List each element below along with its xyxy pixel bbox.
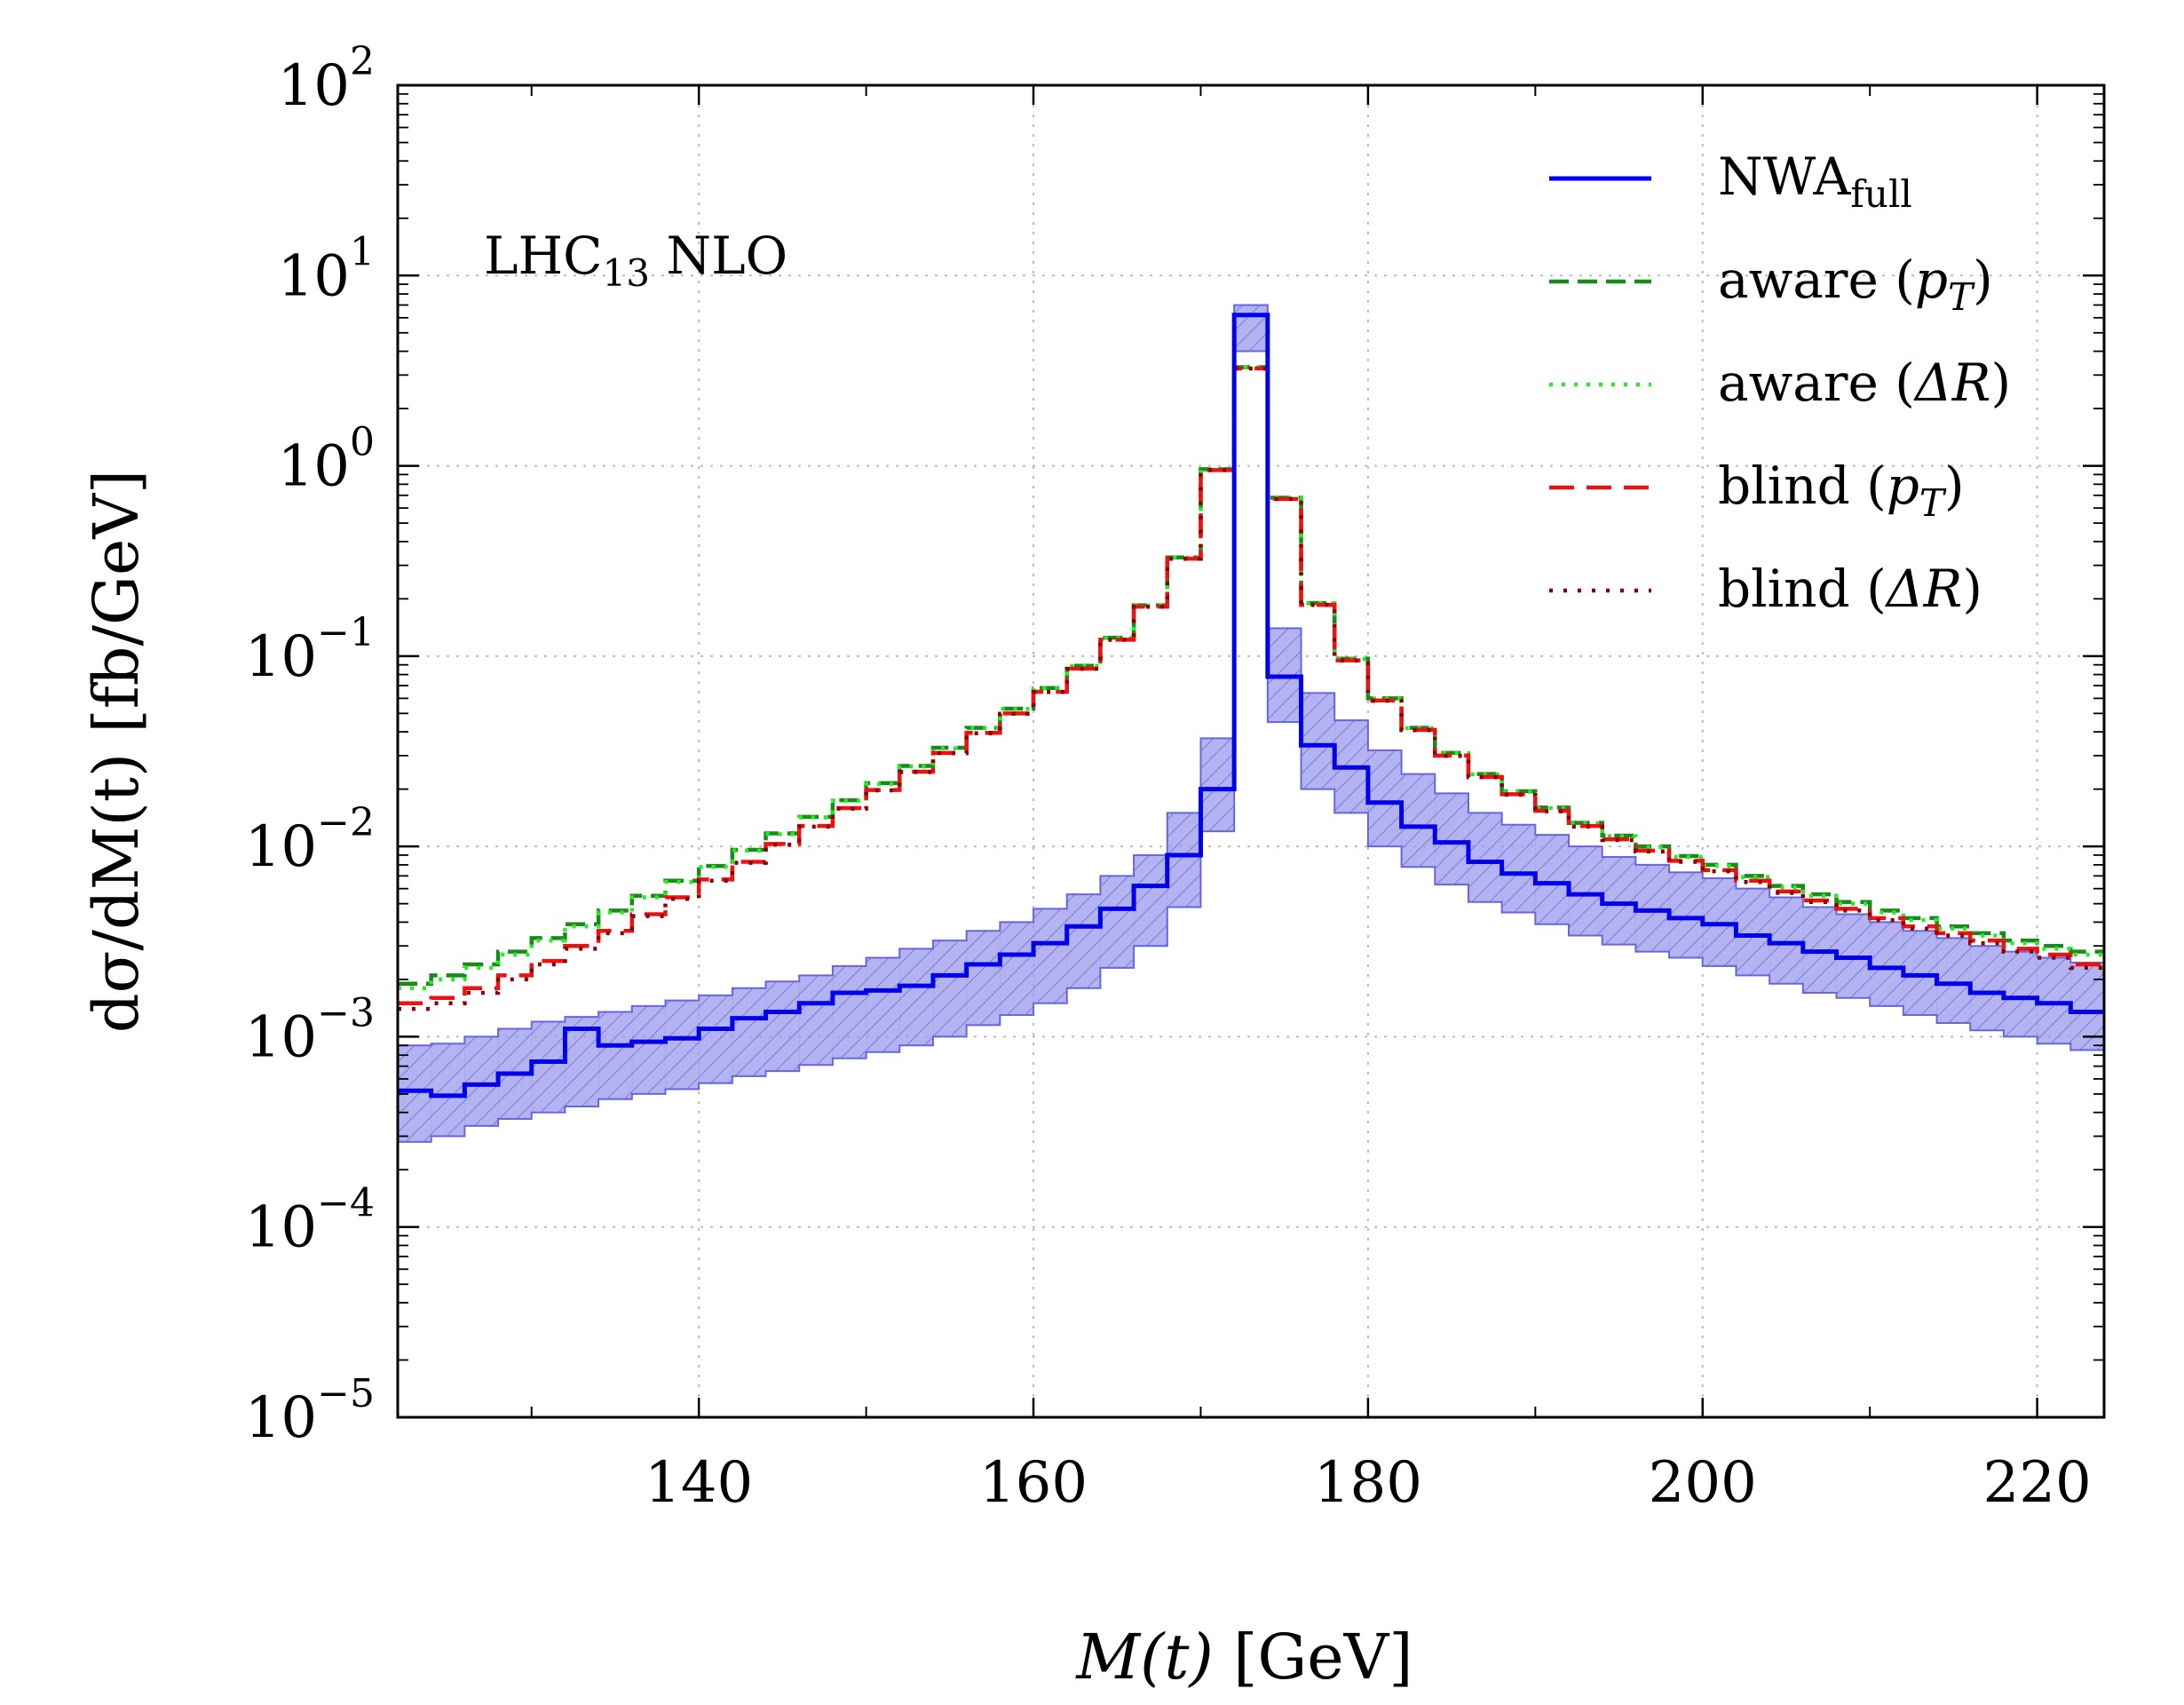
- band-hatch: [1870, 922, 1904, 1006]
- band-hatch: [2003, 951, 2038, 1037]
- band-hatch: [1100, 876, 1135, 968]
- band-hatch: [1736, 888, 1770, 976]
- band-hatch: [932, 940, 968, 1037]
- y-tick-labels: 102 101 100 10−1 10−2 10−3 10−4 10−5: [245, 39, 375, 1451]
- band-hatch: [1367, 749, 1403, 847]
- series-line-0: [398, 313, 2104, 1098]
- x-tick-label: 220: [1983, 1450, 2092, 1516]
- band-hatch: [1234, 305, 1269, 352]
- legend: NWAfull aware (pT) aware (ΔR) blind (pT) bli…: [1549, 147, 2011, 619]
- legend-label-2: aware (ΔR): [1718, 353, 2011, 413]
- band-hatch: [1970, 946, 2005, 1031]
- band-upper-edge: [398, 304, 2104, 1047]
- y-tick-label: 10−5: [245, 1371, 375, 1451]
- annotation-lhc13-nlo: LHC13 NLO: [484, 226, 787, 295]
- band-hatch: [1134, 854, 1168, 947]
- x-tick-label: 140: [645, 1450, 753, 1516]
- band-hatch: [1669, 872, 1704, 958]
- series-line-4: [398, 366, 2104, 1011]
- uncertainty-band: [398, 304, 2104, 1143]
- axis-ticks: [398, 83, 2104, 1419]
- y-tick-label: 102: [278, 39, 375, 119]
- band-hatch: [2037, 957, 2071, 1044]
- band-hatch: [866, 957, 900, 1052]
- band-hatch: [1301, 693, 1335, 789]
- legend-label-4: blind (ΔR): [1718, 559, 1982, 619]
- legend-label-1: aware (pT): [1718, 250, 1993, 319]
- band-hatch: [899, 948, 934, 1046]
- band-hatch: [464, 1036, 499, 1126]
- band-hatch: [732, 987, 767, 1076]
- y-tick-label: 10−1: [245, 610, 375, 690]
- band-hatch: [1903, 931, 1938, 1016]
- band-hatch: [1066, 894, 1101, 988]
- band-hatch: [1033, 908, 1068, 1003]
- band-hatch: [1535, 835, 1570, 924]
- band-hatch: [598, 1011, 633, 1099]
- legend-label-3: blind (pT): [1718, 456, 1965, 525]
- band-hatch: [2070, 963, 2104, 1051]
- x-axis-label: M(t) [GeV]: [1074, 1621, 1412, 1693]
- band-hatch: [699, 995, 733, 1083]
- band-hatch: [1635, 864, 1670, 952]
- band-hatch: [1602, 857, 1636, 945]
- band-lower-edge: [398, 350, 2104, 1143]
- band-hatch: [1435, 793, 1469, 885]
- band-hatch: [531, 1021, 566, 1113]
- y-tick-label: 10−3: [245, 990, 375, 1070]
- series-lines: [398, 313, 2104, 1098]
- band-hatch: [832, 965, 867, 1059]
- band-hatch: [799, 975, 834, 1066]
- band-hatch: [1501, 824, 1536, 913]
- band-hatch: [631, 1005, 666, 1094]
- legend-label-0: NWAfull: [1718, 147, 1912, 216]
- band-hatch: [1468, 813, 1503, 902]
- band-hatch: [1569, 846, 1603, 936]
- band-hatch: [966, 931, 1001, 1026]
- x-tick-label: 200: [1649, 1450, 1757, 1516]
- y-tick-label: 10−4: [245, 1181, 375, 1261]
- series-line-3: [398, 366, 2104, 1005]
- x-tick-labels: 140 160 180 200 220: [645, 1450, 2092, 1516]
- band-hatch: [665, 1000, 700, 1090]
- series-line-1: [398, 365, 2104, 986]
- band-hatch: [565, 1017, 599, 1106]
- band-hatch: [1769, 897, 1804, 984]
- y-tick-label: 10−2: [245, 800, 375, 880]
- band-hatch: [431, 1043, 465, 1137]
- x-tick-label: 180: [1314, 1450, 1422, 1516]
- y-tick-label: 100: [278, 420, 375, 500]
- y-axis-label: dσ/dM(t) [fb/GeV]: [80, 470, 153, 1033]
- band-hatch: [1167, 813, 1201, 908]
- plot-frame: [396, 83, 2106, 1419]
- band-hatch: [1936, 938, 1971, 1024]
- band-hatch: [1000, 922, 1034, 1016]
- x-tick-label: 160: [979, 1450, 1088, 1516]
- y-tick-label: 101: [278, 229, 375, 309]
- band-hatch: [1200, 738, 1235, 832]
- band-hatch: [765, 981, 800, 1072]
- band-hatch: [1401, 773, 1436, 868]
